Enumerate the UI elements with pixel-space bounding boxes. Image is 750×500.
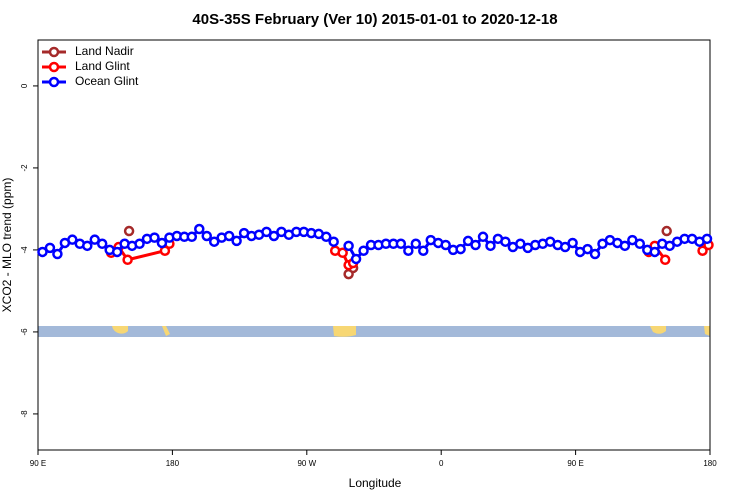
land-shape (333, 326, 356, 337)
data-point (589, 248, 601, 260)
data-point (418, 245, 429, 256)
ocean-strip (38, 326, 710, 337)
data-point (659, 254, 671, 266)
data-point (223, 230, 235, 242)
data-point (358, 245, 369, 256)
x-tick-label: 90 E (30, 459, 46, 468)
data-point (410, 238, 422, 250)
data-point (661, 225, 672, 237)
legend-marker (48, 76, 60, 88)
data-point (515, 238, 526, 250)
land-shape (112, 326, 128, 334)
data-point (619, 240, 631, 252)
x-tick-label: 180 (166, 459, 180, 468)
data-point (37, 246, 48, 258)
data-point (485, 240, 496, 252)
land-shape (650, 326, 666, 334)
data-point (268, 230, 280, 242)
data-point (567, 237, 578, 249)
map-strip (38, 326, 710, 337)
data-point (403, 245, 414, 256)
data-point (440, 239, 451, 251)
data-point (156, 237, 168, 249)
y-tick-label: -8 (20, 410, 29, 418)
x-tick-label: 90 W (297, 459, 316, 468)
data-point (664, 240, 675, 252)
y-tick-label: 0 (20, 83, 29, 88)
data-point (67, 234, 78, 245)
data-point (559, 241, 571, 253)
data-point (208, 236, 220, 247)
x-tick-label: 90 E (567, 459, 583, 468)
x-tick-label: 0 (439, 459, 444, 468)
legend-label: Ocean Glint (75, 74, 139, 88)
y-tick-label: -4 (20, 246, 29, 254)
chart-title: 40S-35S February (Ver 10) 2015-01-01 to … (192, 11, 557, 28)
data-point (261, 226, 272, 238)
x-tick-label: 180 (703, 459, 717, 468)
data-point (701, 233, 713, 245)
data-point (395, 238, 407, 250)
data-point (350, 253, 362, 265)
land-shape (162, 326, 170, 336)
data-point (96, 238, 108, 250)
data-point (470, 239, 481, 251)
data-point (123, 225, 135, 237)
legend-label: Land Glint (75, 59, 130, 73)
data-point (122, 254, 133, 266)
data-point (82, 240, 93, 252)
legend-marker (48, 46, 60, 58)
data-point (231, 235, 242, 247)
data-point (582, 243, 593, 255)
land-shape (704, 326, 710, 336)
y-tick-label: -2 (20, 164, 29, 172)
data-point (320, 231, 332, 243)
data-point (328, 236, 339, 247)
data-point (186, 231, 198, 243)
data-point (343, 240, 354, 252)
data-point (649, 246, 660, 258)
data-point (44, 242, 56, 254)
data-point (697, 245, 708, 256)
legend-label: Land Nadir (75, 44, 134, 58)
data-point (194, 223, 205, 235)
y-axis-label: XCO2 - MLO trend (ppm) (0, 178, 14, 313)
data-point (52, 248, 63, 260)
data-point (500, 236, 511, 247)
data-point (455, 243, 466, 255)
data-point (337, 247, 348, 259)
y-tick-label: -6 (20, 328, 29, 336)
data-point (477, 231, 489, 243)
data-point (462, 235, 474, 247)
data-point (89, 234, 100, 245)
legend-marker (48, 61, 60, 73)
x-axis-label: Longitude (349, 476, 402, 490)
data-point (634, 238, 646, 250)
data-point (149, 232, 160, 243)
data-point (134, 238, 145, 250)
data-point (201, 230, 212, 242)
data-point (111, 246, 123, 258)
